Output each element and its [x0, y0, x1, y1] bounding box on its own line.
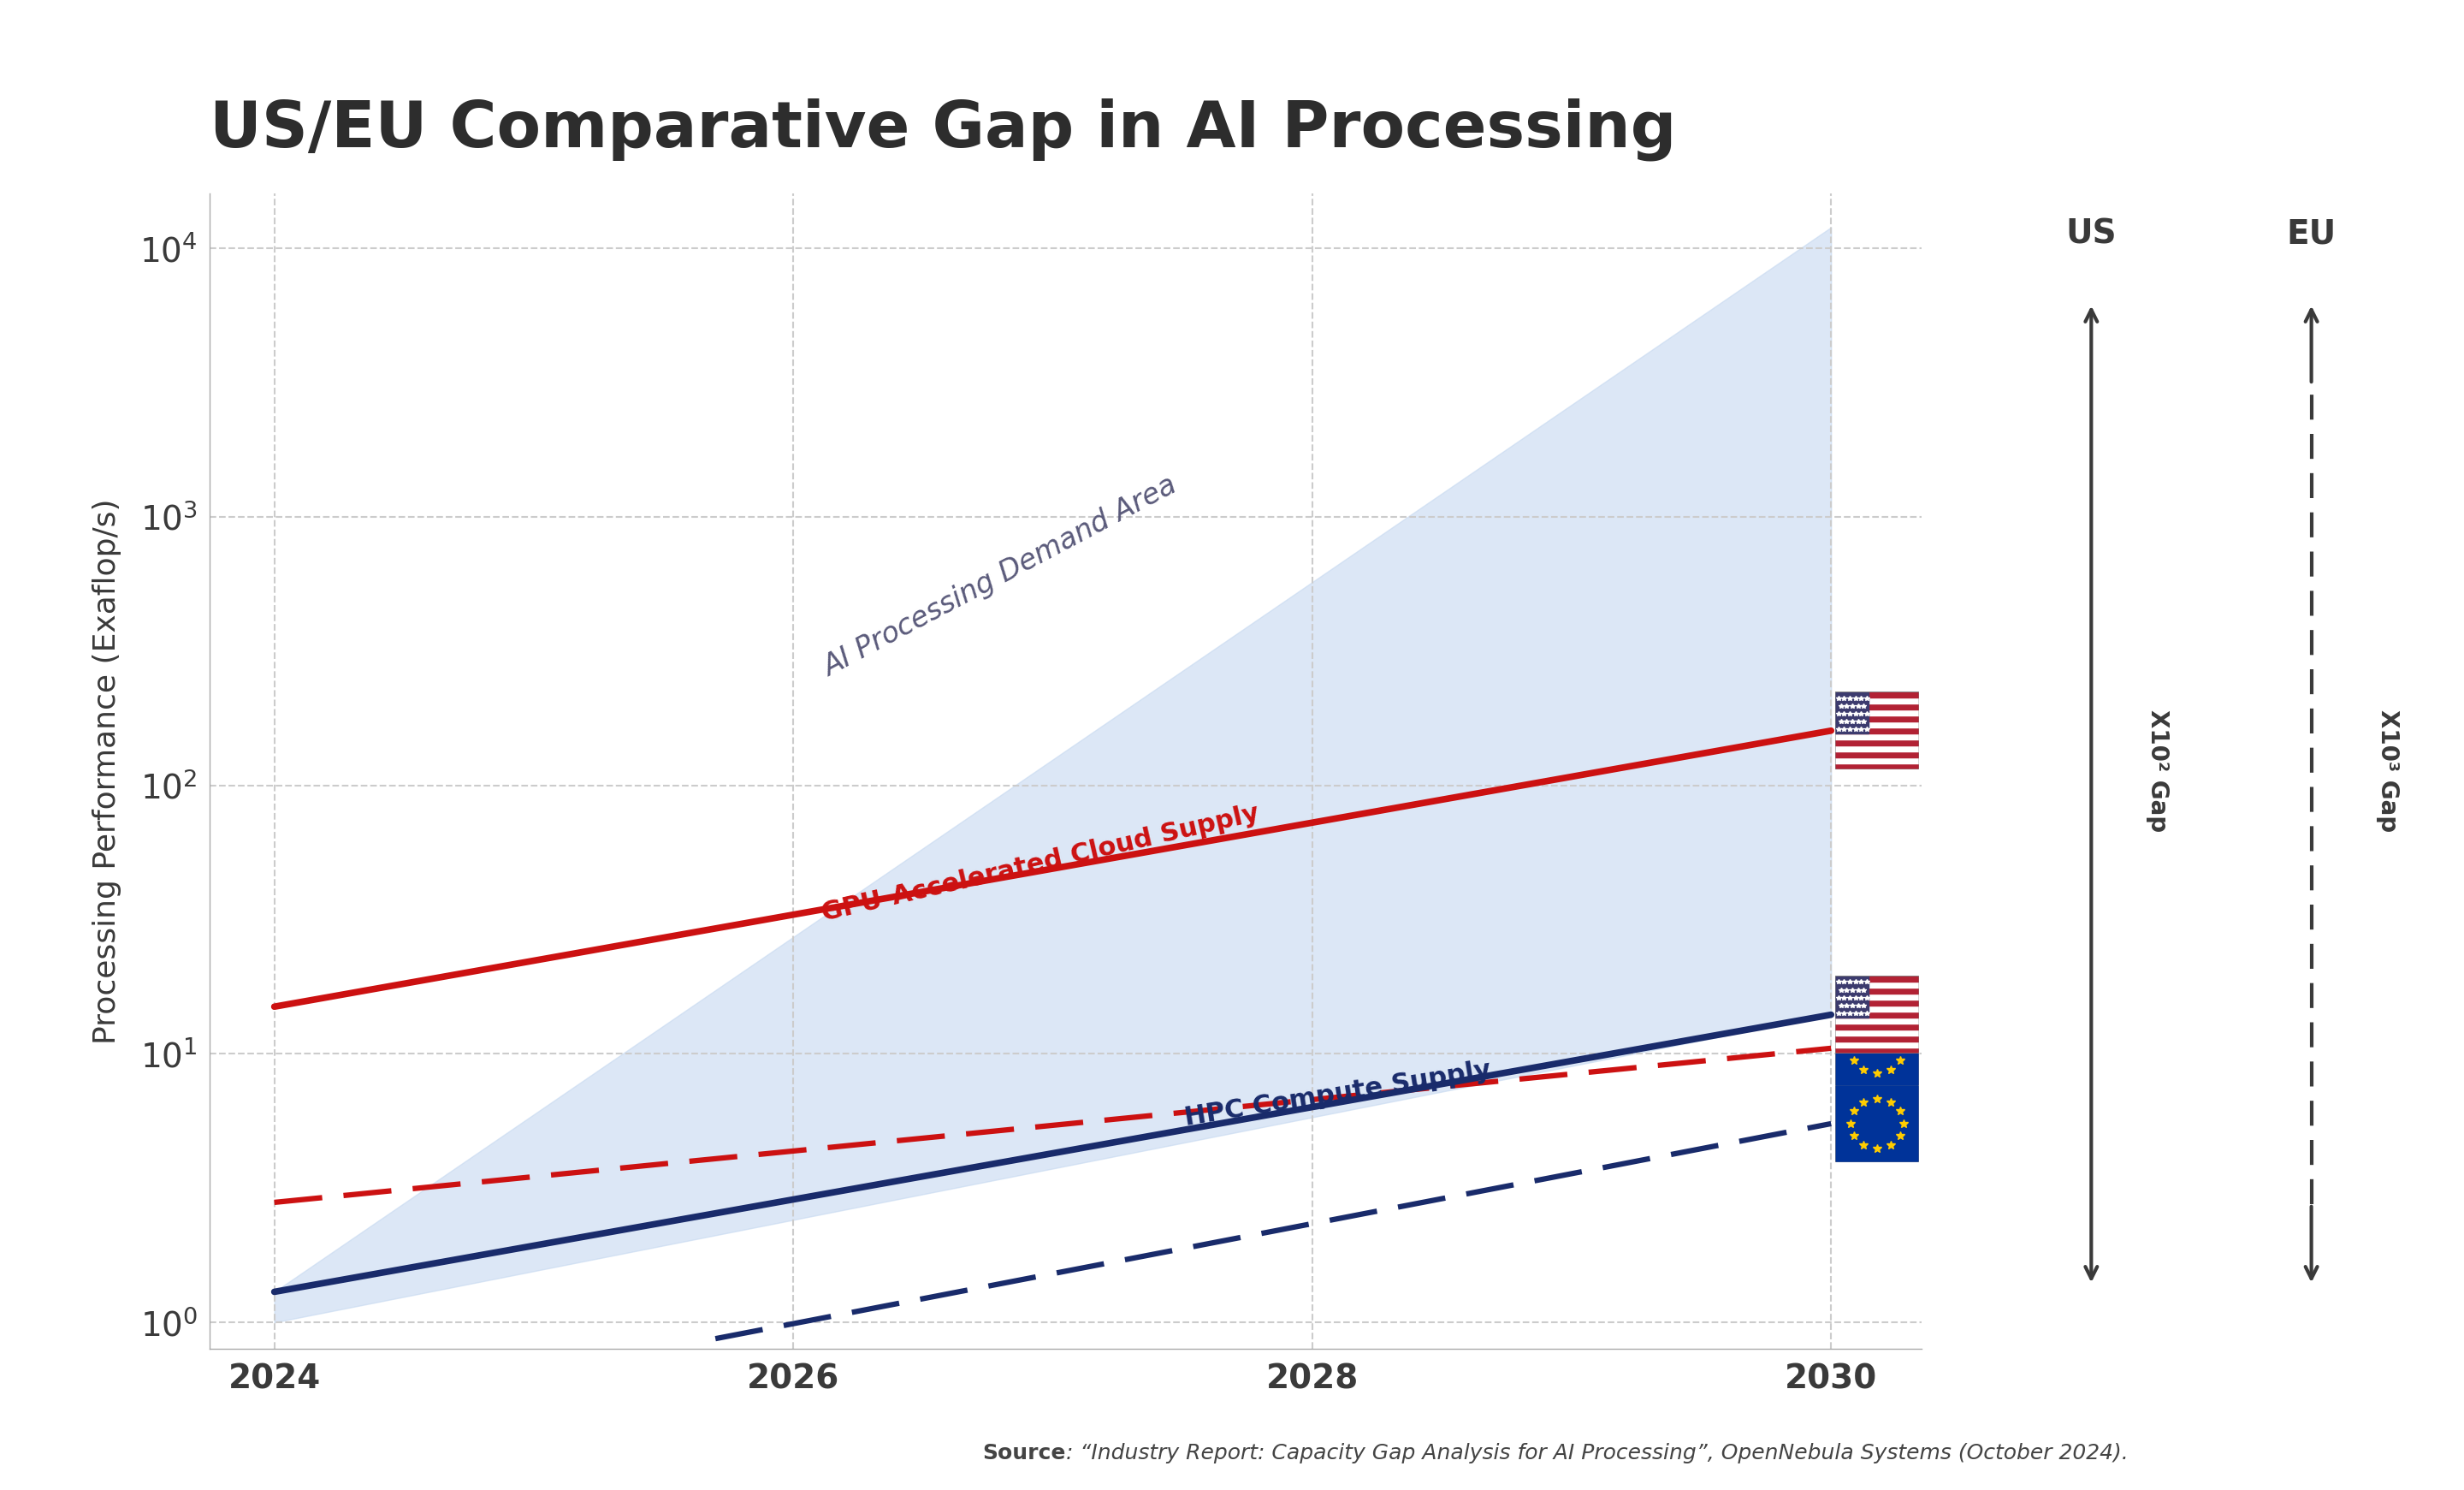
Bar [1836, 763, 1919, 769]
Text: AI Processing Demand Area: AI Processing Demand Area [818, 471, 1183, 682]
Bar [1836, 733, 1919, 739]
Bar [1836, 691, 1919, 697]
Bar [1836, 703, 1919, 709]
Text: HPC Compute Supply: HPC Compute Supply [1183, 1058, 1493, 1131]
Bar [1836, 1036, 1919, 1042]
Bar [1836, 745, 1919, 751]
Bar [1836, 1018, 1919, 1024]
Text: Source: Source [983, 1442, 1064, 1463]
Bar [1836, 976, 1868, 1018]
Bar [1836, 757, 1919, 763]
Bar [1836, 994, 1919, 1000]
Text: US/EU Comparative Gap in AI Processing: US/EU Comparative Gap in AI Processing [209, 98, 1676, 161]
Bar [1836, 1047, 1919, 1053]
Y-axis label: Processing Performance (Exaflop/s): Processing Performance (Exaflop/s) [94, 498, 121, 1044]
Bar [1836, 715, 1919, 721]
Bar [1836, 1012, 1919, 1018]
Bar [1836, 751, 1919, 757]
Text: X10³ Gap: X10³ Gap [2375, 709, 2400, 833]
Bar [1836, 1006, 1919, 1012]
Text: : “Industry Report: Capacity Gap Analysis for AI Processing”, OpenNebula Systems: : “Industry Report: Capacity Gap Analysi… [1064, 1442, 2129, 1463]
Bar [1836, 1030, 1919, 1036]
Bar [1836, 976, 1919, 982]
Bar [1836, 727, 1919, 733]
Text: X10² Gap: X10² Gap [2146, 709, 2171, 833]
Bar [1836, 1024, 1919, 1030]
Bar [1836, 739, 1919, 745]
Text: US: US [2065, 218, 2117, 250]
Text: EU: EU [2287, 218, 2336, 250]
Bar [1836, 721, 1919, 727]
Bar [1836, 988, 1919, 994]
Text: GPU-Accelerated Cloud Supply: GPU-Accelerated Cloud Supply [818, 800, 1262, 925]
Bar [1836, 709, 1919, 715]
Bar [1836, 1000, 1919, 1006]
Bar [1836, 1042, 1919, 1047]
Bar [1836, 982, 1919, 988]
Bar [1836, 691, 1868, 733]
Bar [1836, 697, 1919, 703]
